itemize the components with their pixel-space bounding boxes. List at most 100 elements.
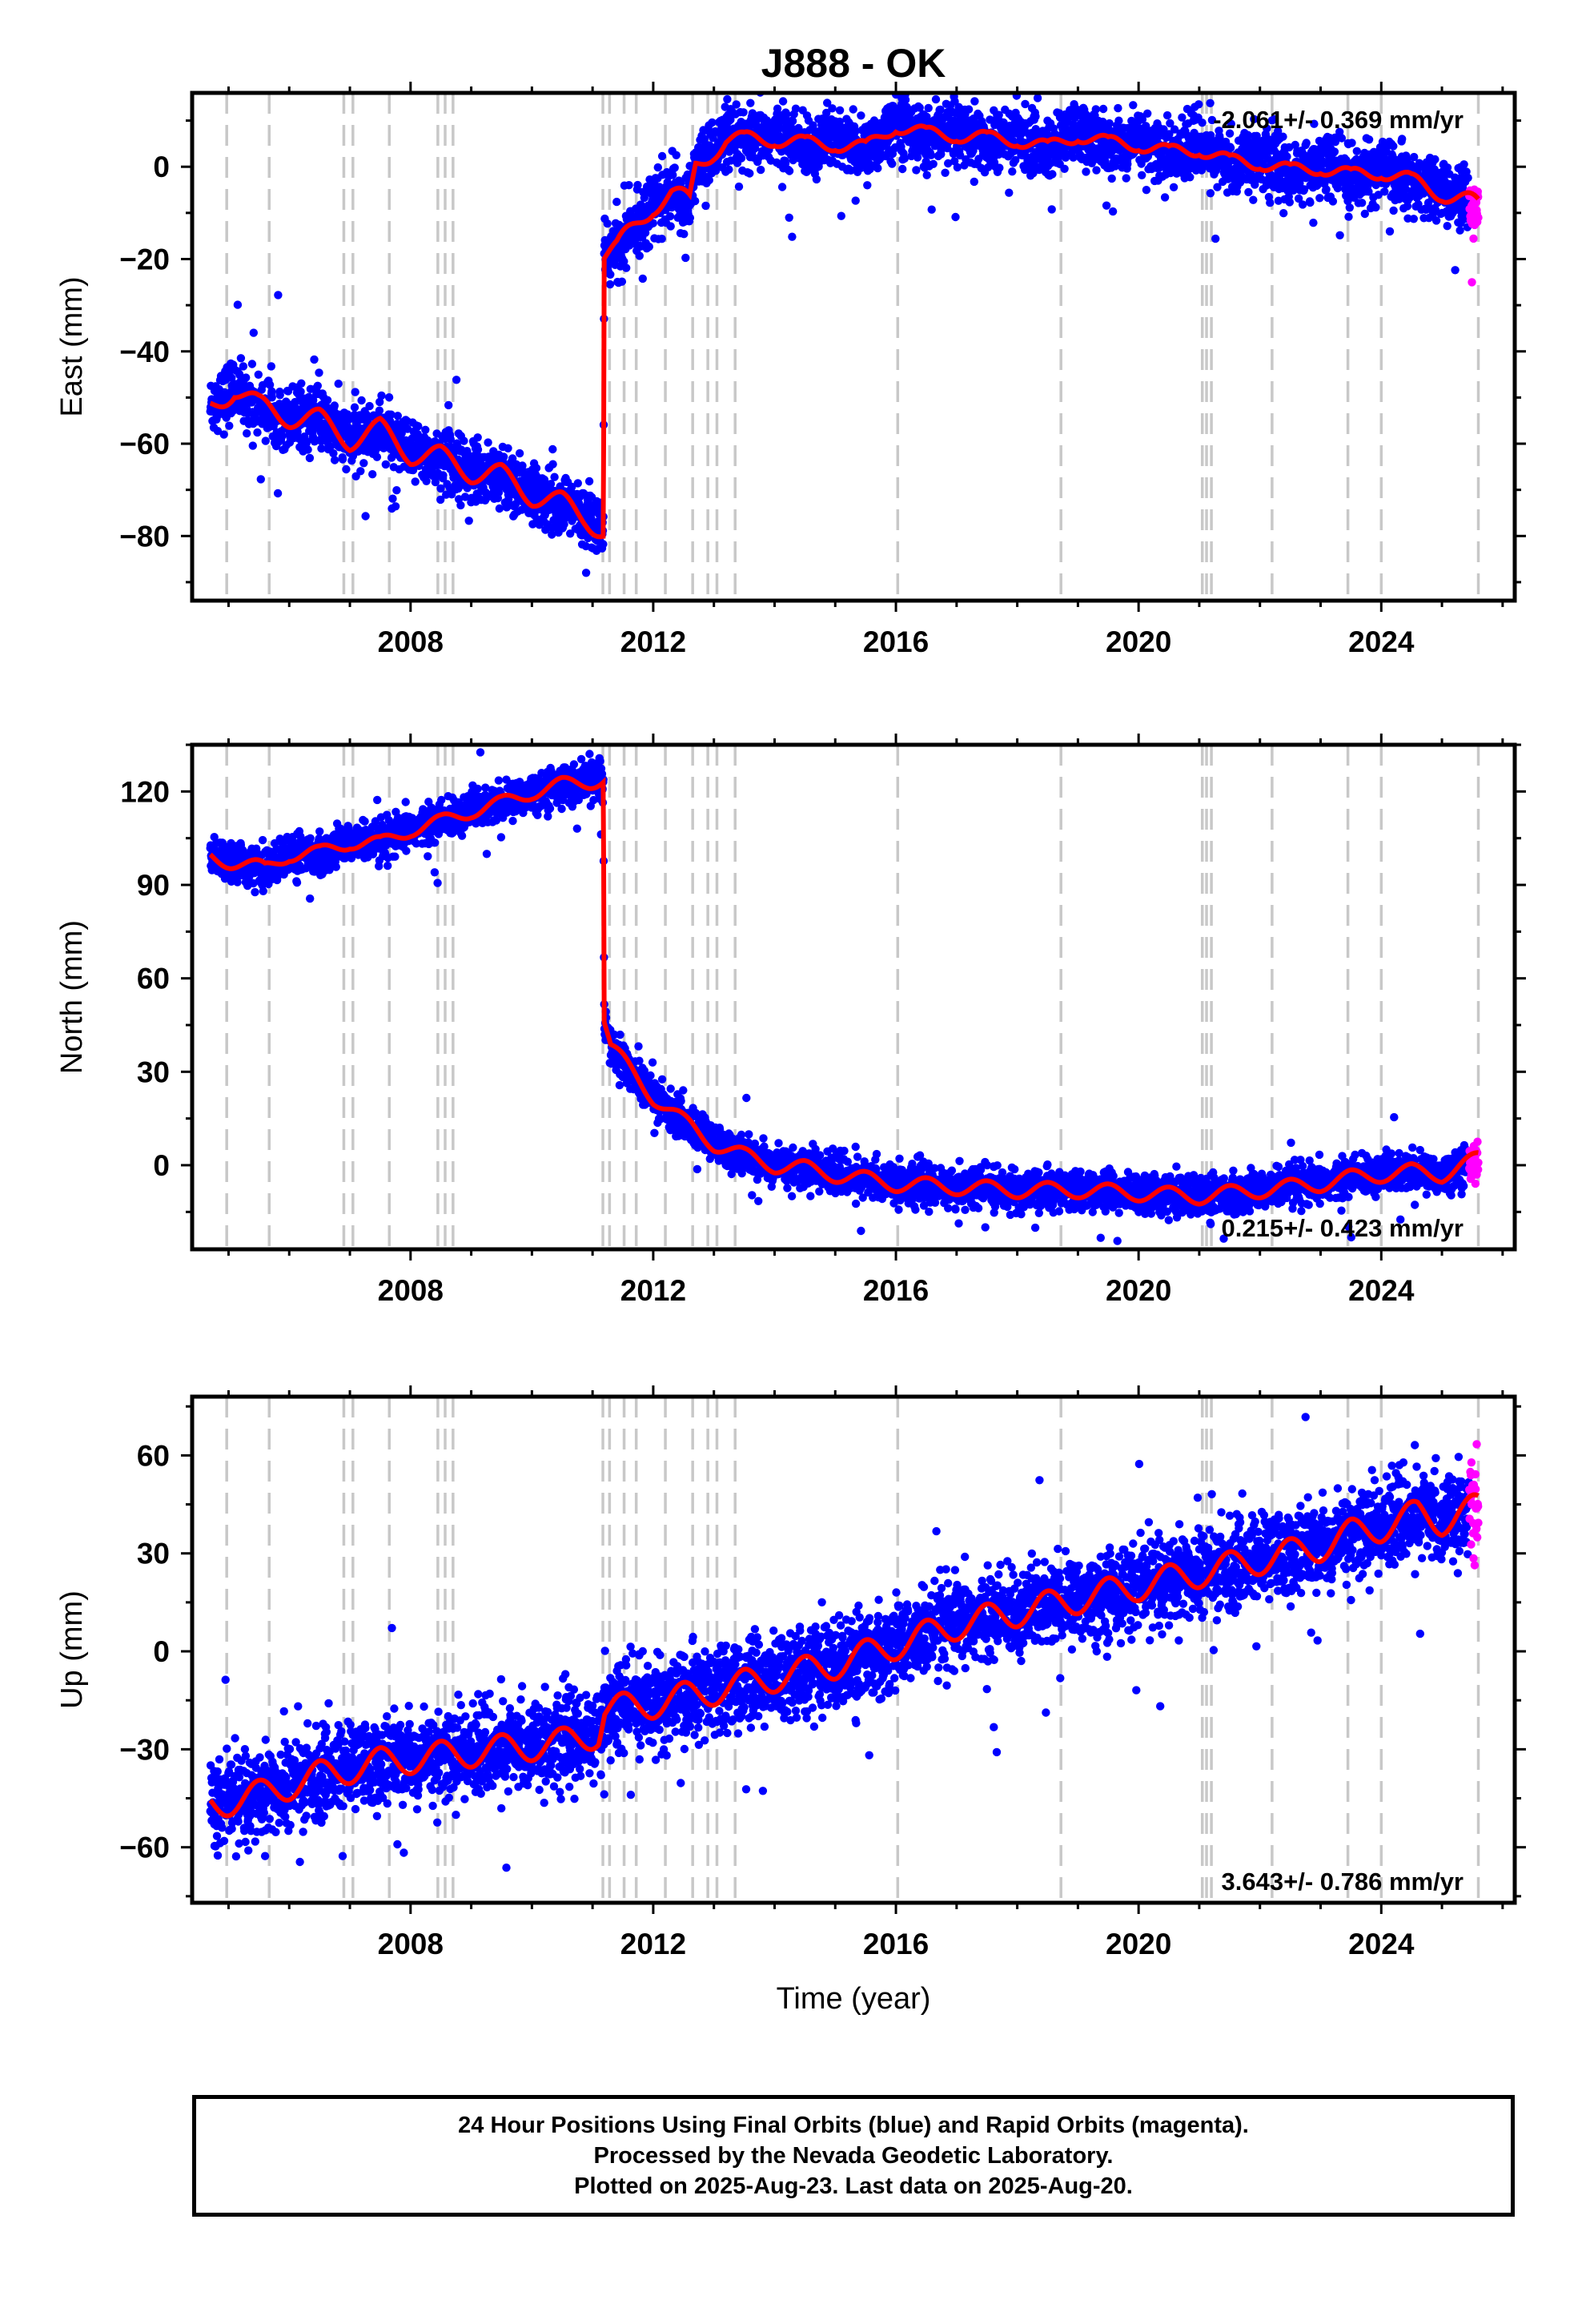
- final-orbit-point: [1160, 193, 1170, 202]
- final-orbit-point: [473, 445, 483, 454]
- final-orbit-point: [254, 370, 263, 379]
- final-orbit-point: [256, 475, 265, 484]
- final-orbit-point: [1031, 112, 1040, 121]
- final-orbit-point: [1170, 125, 1179, 134]
- final-orbit-point: [1279, 132, 1287, 141]
- final-orbit-point: [460, 436, 468, 445]
- final-orbit-point: [984, 163, 993, 171]
- final-orbit-point: [568, 482, 576, 492]
- final-orbit-point: [359, 459, 368, 468]
- final-orbit-point: [737, 154, 746, 163]
- final-orbit-point: [1279, 209, 1288, 218]
- final-orbit-point: [924, 103, 933, 113]
- y-tick-label: −60: [119, 428, 170, 460]
- final-orbit-point: [1033, 94, 1042, 103]
- final-orbit-point: [915, 103, 924, 112]
- final-orbit-point: [778, 97, 788, 106]
- y-tick-label: −80: [119, 520, 170, 553]
- final-orbit-point: [303, 445, 312, 454]
- final-orbit-point: [941, 168, 950, 177]
- final-orbit-point: [670, 163, 679, 172]
- x-tick-label: 2024: [1348, 625, 1415, 658]
- final-orbit-point: [372, 452, 382, 461]
- final-orbit-point: [1211, 234, 1220, 243]
- final-orbit-point: [913, 153, 922, 162]
- rapid-orbit-point: [1468, 278, 1476, 287]
- final-orbit-point: [439, 471, 448, 480]
- final-orbit-point: [1159, 125, 1168, 134]
- final-orbit-point: [548, 444, 557, 454]
- final-orbit-point: [1198, 119, 1207, 127]
- final-orbit-point: [1344, 212, 1353, 221]
- final-orbit-point: [236, 354, 246, 363]
- final-orbit-point: [1011, 155, 1020, 165]
- final-orbit-point: [739, 108, 748, 117]
- rate-label: -2.061+/- 0.369 mm/yr: [1213, 106, 1464, 134]
- final-orbit-point: [1431, 216, 1441, 225]
- final-orbit-point: [970, 177, 979, 187]
- final-orbit-point: [393, 412, 402, 420]
- final-orbit-point: [1162, 111, 1172, 120]
- final-orbit-point: [653, 163, 662, 172]
- final-orbit-point: [313, 381, 322, 390]
- final-orbit-point: [927, 205, 936, 214]
- final-orbit-point: [1352, 147, 1362, 155]
- final-orbit-point: [726, 115, 735, 124]
- final-orbit-point: [377, 391, 386, 400]
- final-orbit-point: [550, 472, 559, 481]
- final-orbit-point: [1102, 201, 1111, 210]
- final-orbit-point: [757, 165, 765, 175]
- final-orbit-point: [388, 494, 397, 503]
- final-orbit-point: [701, 201, 710, 211]
- final-orbit-point: [685, 213, 695, 223]
- final-orbit-point: [267, 387, 276, 396]
- final-orbit-point: [375, 397, 384, 407]
- final-orbit-point: [635, 251, 644, 260]
- final-orbit-point: [624, 181, 633, 190]
- final-orbit-point: [837, 211, 846, 220]
- final-orbit-point: [1315, 194, 1324, 203]
- final-orbit-point: [267, 362, 275, 371]
- final-orbit-point: [387, 410, 396, 419]
- final-orbit-point: [1186, 173, 1195, 182]
- final-orbit-point: [1266, 199, 1275, 207]
- final-orbit-point: [297, 379, 306, 388]
- final-orbit-point: [922, 171, 931, 179]
- y-tick-label: 0: [153, 151, 170, 183]
- final-orbit-point: [566, 529, 575, 538]
- final-orbit-point: [573, 479, 582, 488]
- final-orbit-point: [515, 448, 524, 458]
- final-orbit-point: [1138, 115, 1147, 124]
- final-orbit-point: [681, 253, 690, 263]
- final-orbit-point: [219, 430, 228, 439]
- final-orbit-point: [1107, 174, 1116, 183]
- final-orbit-point: [584, 476, 594, 486]
- final-orbit-point: [334, 380, 343, 388]
- final-orbit-point: [303, 436, 311, 446]
- final-orbit-point: [1114, 103, 1122, 113]
- final-orbit-point: [296, 387, 305, 396]
- final-orbit-point: [375, 406, 384, 415]
- final-orbit-point: [422, 476, 431, 485]
- final-orbit-point: [773, 104, 782, 113]
- final-orbit-point: [1244, 187, 1253, 197]
- final-orbit-point: [546, 480, 556, 489]
- final-orbit-point: [1169, 183, 1178, 191]
- final-orbit-point: [1008, 167, 1017, 176]
- final-orbit-point: [1464, 173, 1472, 183]
- final-orbit-point: [1047, 205, 1056, 214]
- final-orbit-point: [253, 428, 262, 437]
- final-orbit-point: [274, 291, 283, 300]
- final-orbit-point: [356, 467, 365, 476]
- final-orbit-point: [239, 362, 248, 371]
- final-orbit-point: [1443, 222, 1452, 231]
- final-orbit-point: [622, 263, 631, 272]
- final-orbit-point: [1143, 109, 1152, 118]
- final-orbit-point: [1409, 215, 1419, 223]
- final-orbit-point: [812, 175, 821, 184]
- final-orbit-point: [1138, 171, 1146, 179]
- final-orbit-point: [1380, 187, 1389, 196]
- final-orbit-point: [603, 219, 612, 228]
